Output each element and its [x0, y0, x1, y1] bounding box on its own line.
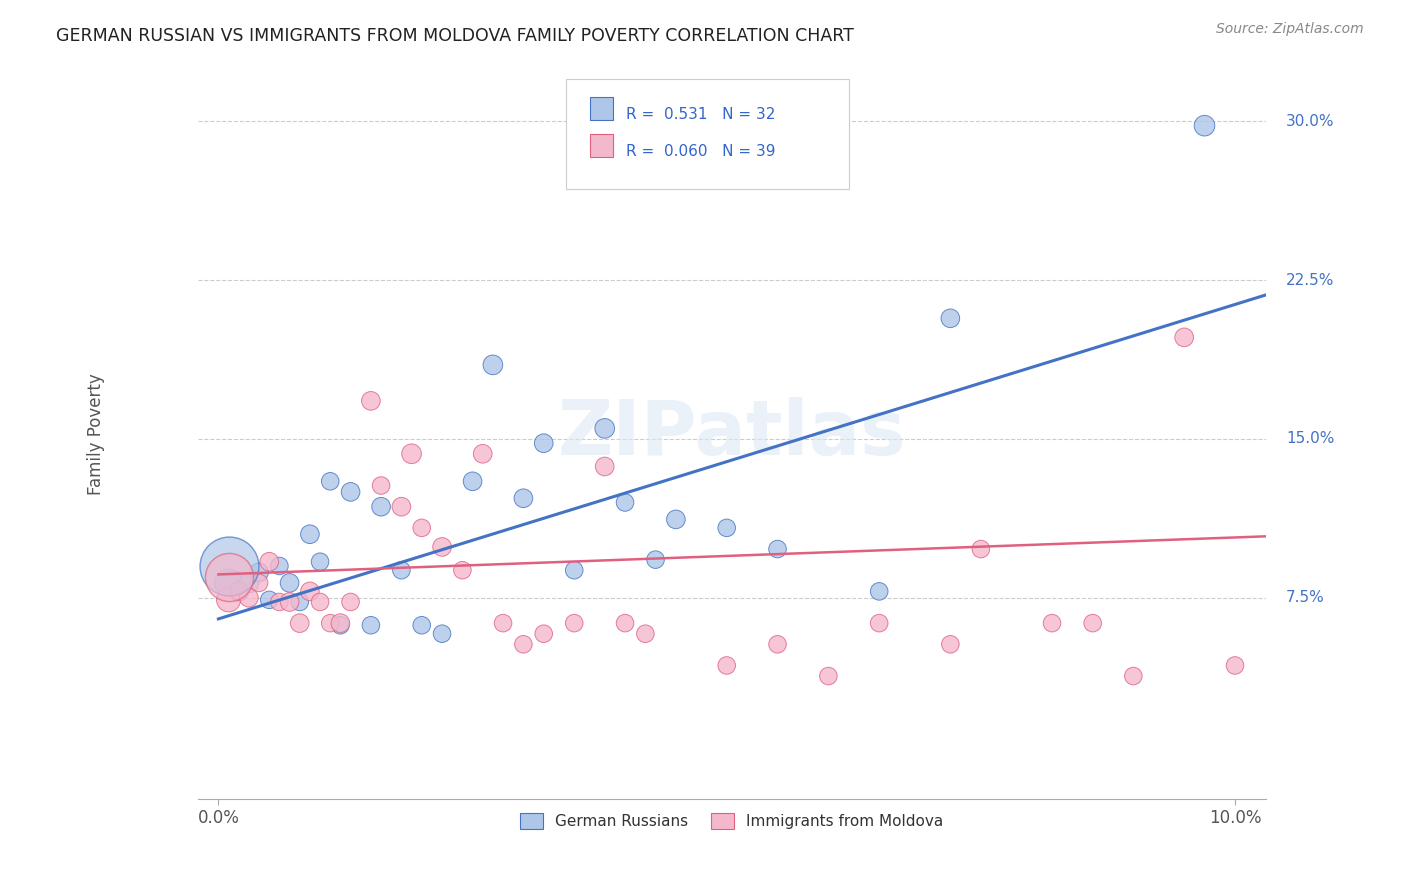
- Text: Source: ZipAtlas.com: Source: ZipAtlas.com: [1216, 22, 1364, 37]
- Point: [430, 540, 453, 554]
- Point: [370, 500, 392, 514]
- Point: [1173, 330, 1195, 344]
- Point: [389, 563, 412, 577]
- Point: [939, 311, 962, 326]
- Point: [360, 618, 382, 632]
- Point: [1122, 669, 1144, 683]
- Point: [970, 542, 993, 557]
- Point: [766, 637, 789, 651]
- Point: [319, 616, 342, 631]
- Point: [288, 595, 311, 609]
- Point: [218, 569, 240, 583]
- Point: [218, 559, 240, 574]
- Point: [288, 616, 311, 631]
- Point: [411, 521, 433, 535]
- Point: [817, 669, 839, 683]
- FancyBboxPatch shape: [591, 97, 613, 120]
- Point: [533, 626, 555, 640]
- Point: [562, 616, 585, 631]
- Point: [329, 616, 352, 631]
- Point: [257, 555, 280, 569]
- Point: [634, 626, 657, 640]
- Point: [1223, 658, 1246, 673]
- Point: [614, 616, 637, 631]
- Point: [278, 575, 301, 590]
- Point: [492, 616, 515, 631]
- Point: [339, 595, 361, 609]
- Point: [716, 521, 738, 535]
- Text: Family Poverty: Family Poverty: [87, 373, 105, 494]
- Point: [228, 584, 250, 599]
- Point: [430, 626, 453, 640]
- Point: [614, 495, 637, 509]
- Point: [562, 563, 585, 577]
- Point: [238, 575, 260, 590]
- Point: [593, 459, 616, 474]
- Text: GERMAN RUSSIAN VS IMMIGRANTS FROM MOLDOVA FAMILY POVERTY CORRELATION CHART: GERMAN RUSSIAN VS IMMIGRANTS FROM MOLDOV…: [56, 27, 853, 45]
- Text: 7.5%: 7.5%: [1286, 591, 1324, 606]
- Point: [339, 484, 361, 499]
- Point: [471, 447, 494, 461]
- FancyBboxPatch shape: [567, 79, 849, 189]
- Point: [644, 552, 666, 566]
- Point: [257, 592, 280, 607]
- Point: [1194, 119, 1216, 133]
- Point: [482, 358, 505, 372]
- Point: [451, 563, 474, 577]
- Point: [309, 555, 332, 569]
- Text: R =  0.060   N = 39: R = 0.060 N = 39: [626, 144, 776, 159]
- Point: [247, 575, 270, 590]
- FancyBboxPatch shape: [591, 135, 613, 157]
- Point: [329, 618, 352, 632]
- Point: [370, 478, 392, 492]
- Text: 22.5%: 22.5%: [1286, 273, 1334, 288]
- Text: R =  0.531   N = 32: R = 0.531 N = 32: [626, 107, 776, 122]
- Point: [411, 618, 433, 632]
- Point: [218, 575, 240, 590]
- Point: [269, 595, 291, 609]
- Text: 15.0%: 15.0%: [1286, 432, 1334, 447]
- Point: [939, 637, 962, 651]
- Point: [247, 566, 270, 580]
- Point: [278, 595, 301, 609]
- Point: [533, 436, 555, 450]
- Point: [665, 512, 688, 526]
- Legend: German Russians, Immigrants from Moldova: German Russians, Immigrants from Moldova: [515, 806, 949, 835]
- Point: [218, 592, 240, 607]
- Text: ZIPatlas: ZIPatlas: [557, 397, 905, 471]
- Point: [401, 447, 423, 461]
- Point: [360, 393, 382, 408]
- Point: [319, 475, 342, 489]
- Point: [461, 475, 484, 489]
- Point: [298, 584, 321, 599]
- Point: [512, 491, 534, 506]
- Point: [512, 637, 534, 651]
- Point: [593, 421, 616, 435]
- Text: 30.0%: 30.0%: [1286, 114, 1334, 129]
- Point: [269, 559, 291, 574]
- Point: [309, 595, 332, 609]
- Point: [228, 584, 250, 599]
- Point: [766, 542, 789, 557]
- Point: [1040, 616, 1063, 631]
- Point: [389, 500, 412, 514]
- Point: [1081, 616, 1104, 631]
- Point: [868, 616, 890, 631]
- Point: [868, 584, 890, 599]
- Point: [238, 591, 260, 605]
- Point: [716, 658, 738, 673]
- Point: [298, 527, 321, 541]
